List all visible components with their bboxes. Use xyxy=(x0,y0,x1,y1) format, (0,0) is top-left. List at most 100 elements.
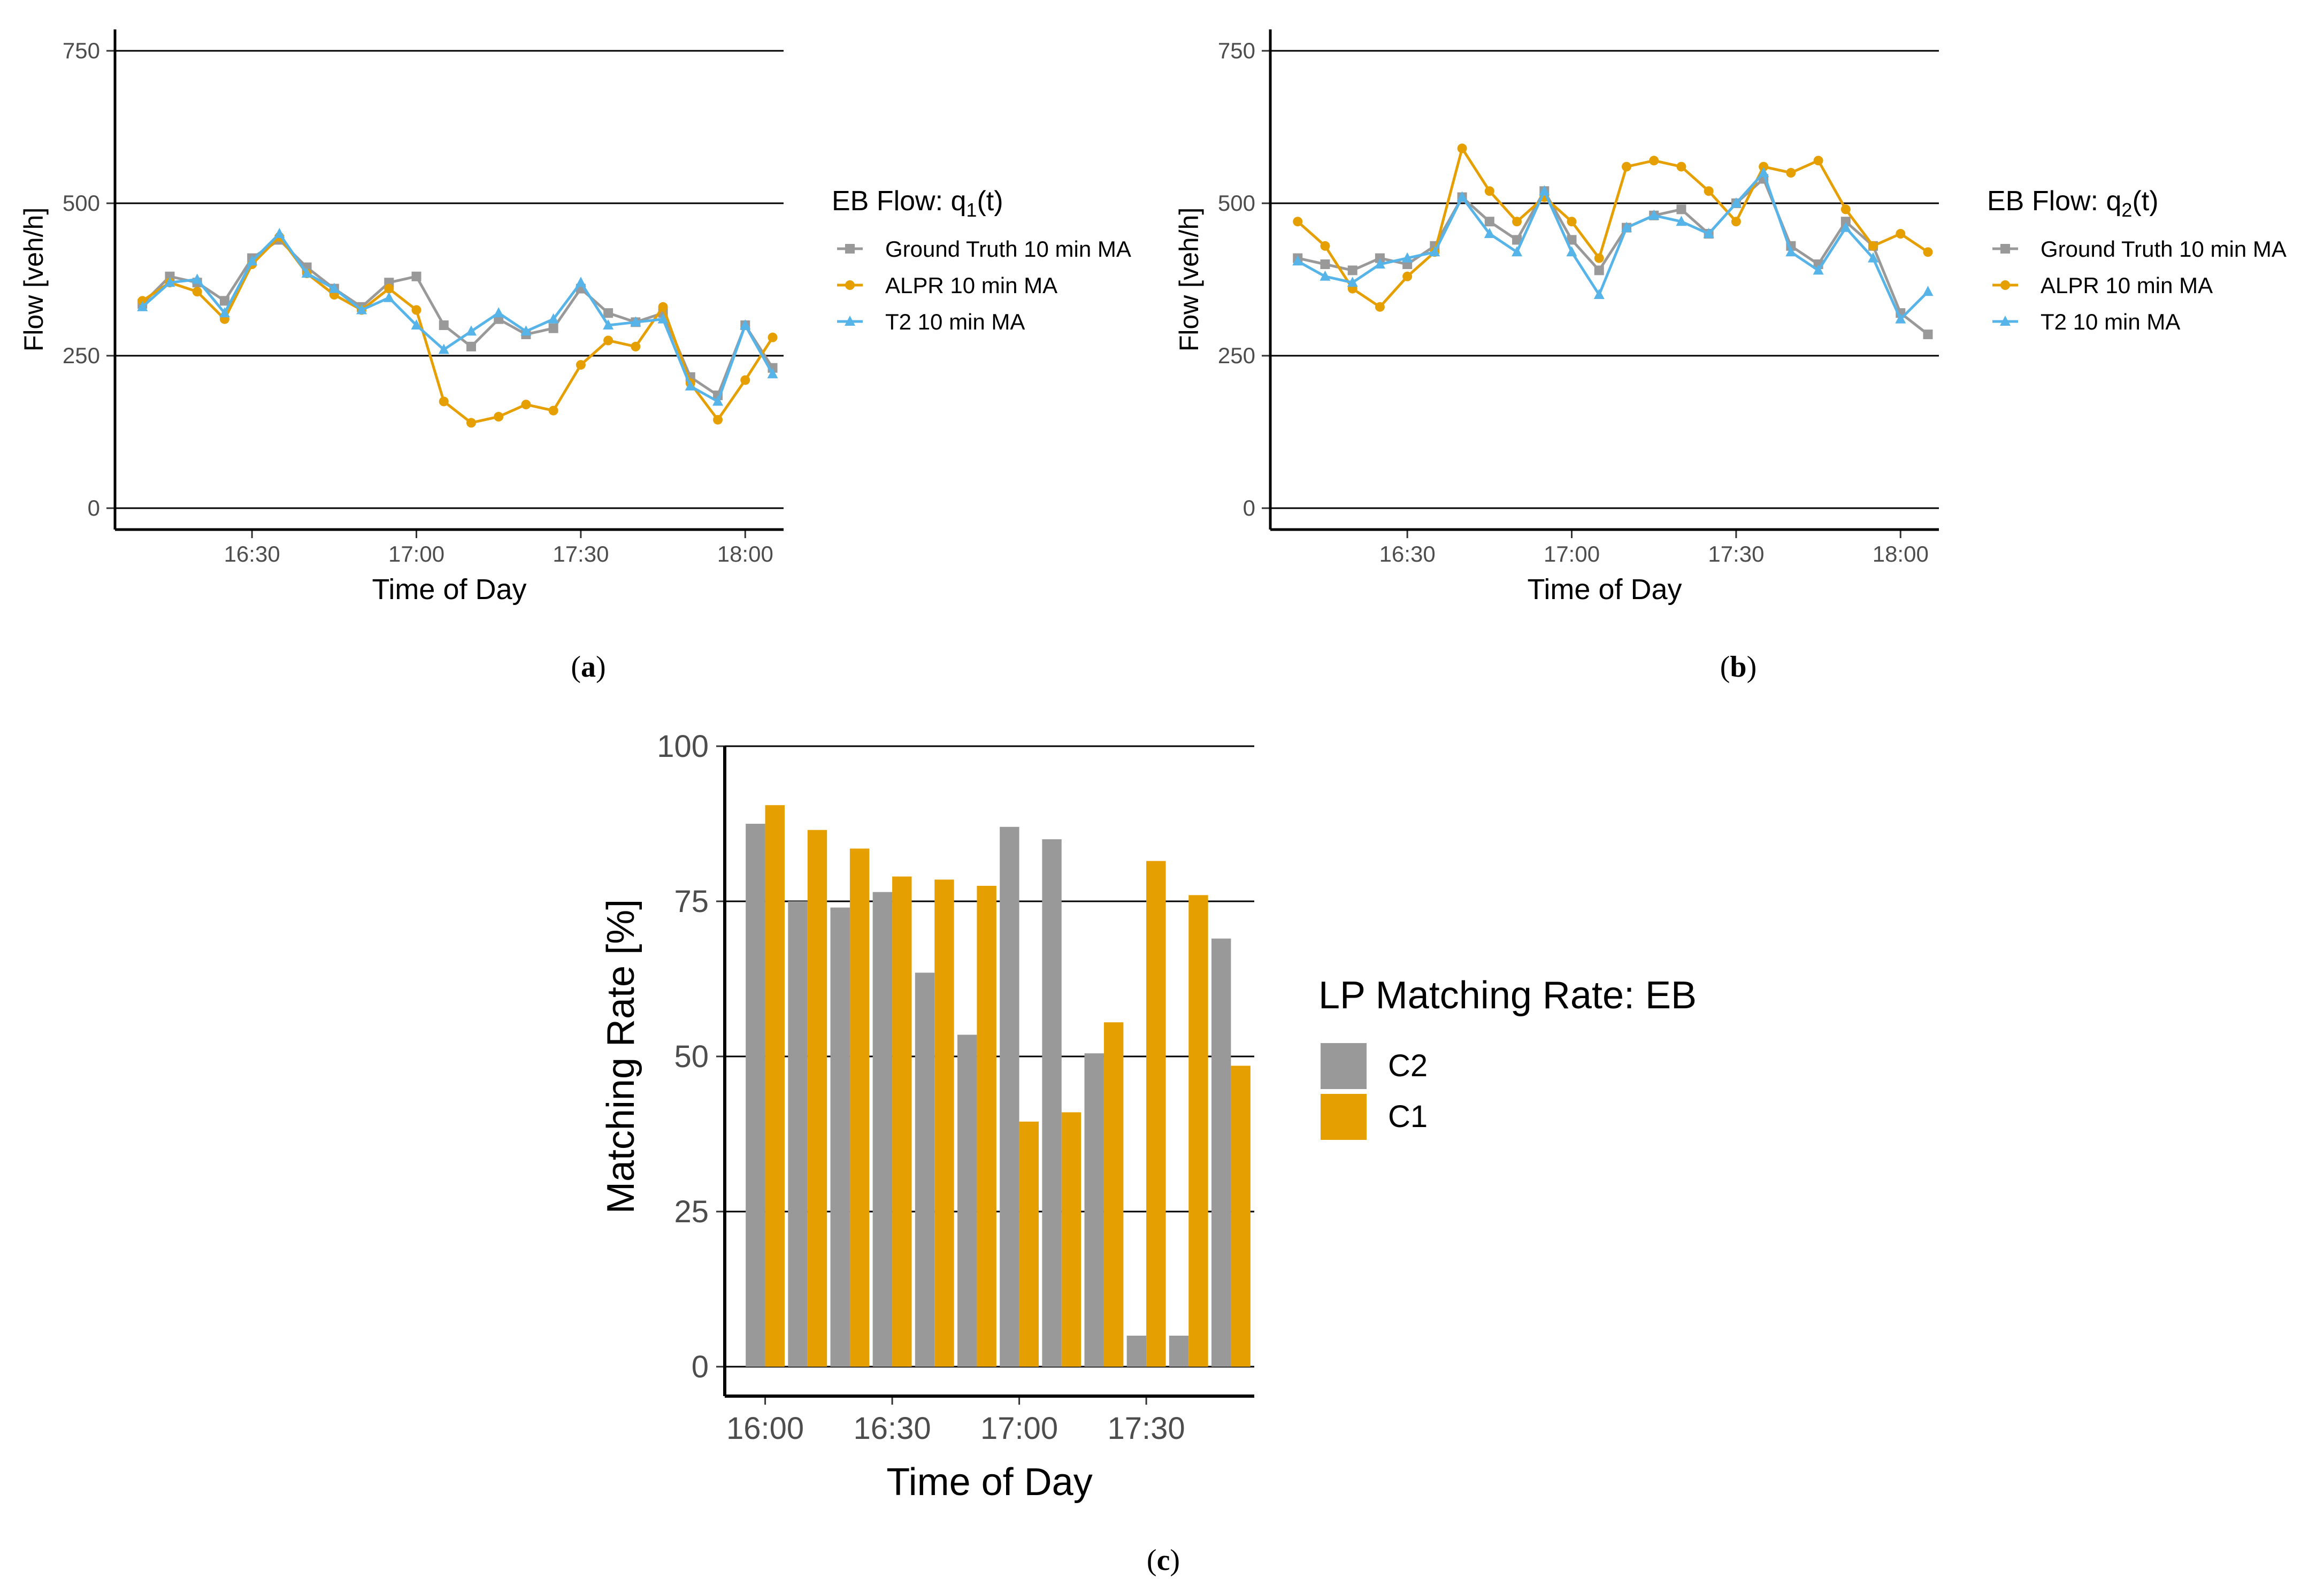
series-alpr-10-min-ma xyxy=(1293,143,1933,312)
y-tick-label: 0 xyxy=(1243,495,1255,520)
bar xyxy=(1103,1022,1124,1367)
square-marker xyxy=(1347,265,1357,275)
series-alpr-10-min-ma xyxy=(137,232,778,428)
triangle-marker xyxy=(1292,255,1303,266)
square-marker xyxy=(845,244,855,254)
legend: EB Flow: q1(t) Ground Truth 10 min MA ALPR… xyxy=(832,186,1131,334)
bar xyxy=(957,1035,977,1367)
legend-entry: C2 xyxy=(1321,1043,1428,1089)
square-marker xyxy=(1567,235,1577,245)
legend-entry: T2 10 min MA xyxy=(1992,309,2180,334)
y-tick-label: 250 xyxy=(1218,343,1255,368)
bar xyxy=(977,886,996,1367)
circle-marker xyxy=(1731,217,1741,227)
circle-marker xyxy=(713,415,723,425)
x-tick-label: 16:30 xyxy=(224,541,280,566)
legend-entry: ALPR 10 min MA xyxy=(1992,273,2213,298)
y-tick-label: 0 xyxy=(88,495,100,520)
circle-marker xyxy=(439,396,449,407)
triangle-marker xyxy=(301,267,312,278)
legend-entry: Ground Truth 10 min MA xyxy=(837,236,1131,262)
square-marker xyxy=(1484,217,1494,227)
triangle-marker xyxy=(1484,228,1495,238)
circle-marker xyxy=(548,405,558,416)
circle-marker xyxy=(192,287,202,297)
legend-key xyxy=(1321,1094,1367,1140)
y-tick-label: 75 xyxy=(674,884,709,919)
circle-marker xyxy=(1567,217,1577,227)
bar xyxy=(1061,1112,1082,1367)
bar xyxy=(1042,839,1062,1367)
circle-marker xyxy=(1293,217,1303,227)
triangle-marker xyxy=(1512,246,1523,257)
legend-entry: Ground Truth 10 min MA xyxy=(1992,236,2287,262)
x-tick-label: 18:00 xyxy=(1873,541,1929,566)
triangle-marker xyxy=(1840,221,1851,232)
y-tick-label: 750 xyxy=(1218,38,1255,63)
x-tick-label: 17:30 xyxy=(1708,541,1764,566)
circle-marker xyxy=(1484,186,1494,196)
circle-marker xyxy=(2000,280,2010,290)
x-tick-label: 17:00 xyxy=(388,541,444,566)
y-tick-label: 750 xyxy=(63,38,100,63)
legend-label: C1 xyxy=(1388,1099,1428,1134)
legend-label: ALPR 10 min MA xyxy=(885,273,1057,298)
bar xyxy=(1084,1053,1104,1367)
x-axis-label: Time of Day xyxy=(886,1461,1092,1504)
square-marker xyxy=(603,308,613,318)
circle-marker xyxy=(384,284,394,294)
circle-marker xyxy=(576,360,586,370)
x-axis-label: Time of Day xyxy=(372,573,526,606)
circle-marker xyxy=(521,400,531,410)
triangle-marker xyxy=(1347,277,1358,287)
series-line xyxy=(141,235,774,424)
triangle-marker xyxy=(438,343,449,354)
bar xyxy=(830,907,850,1367)
square-marker xyxy=(548,323,558,333)
triangle-marker xyxy=(191,273,203,284)
triangle-marker xyxy=(520,325,532,336)
legend-label: T2 10 min MA xyxy=(885,309,1025,334)
square-marker xyxy=(219,296,229,306)
triangle-marker xyxy=(1566,246,1577,257)
triangle-marker xyxy=(575,277,586,287)
triangle-marker xyxy=(328,282,340,293)
square-marker xyxy=(439,320,449,330)
y-axis-label: Matching Rate [%] xyxy=(600,899,642,1214)
legend-title: EB Flow: q2(t) xyxy=(1987,186,2159,221)
y-tick-label: 250 xyxy=(63,343,100,368)
square-marker xyxy=(1320,259,1330,269)
legend: EB Flow: q2(t) Ground Truth 10 min MA ALPR… xyxy=(1987,186,2287,334)
bar xyxy=(849,848,870,1367)
circle-marker xyxy=(768,332,778,342)
panel-a: 0 250 500 750 16:30 17:00 17:30 18:00 Time of Da… xyxy=(19,29,1131,684)
series-line xyxy=(141,238,774,397)
bar xyxy=(892,876,912,1367)
bar xyxy=(1000,826,1019,1367)
circle-marker xyxy=(740,375,750,385)
bar xyxy=(1188,895,1208,1367)
triangle-marker xyxy=(1429,246,1440,257)
panel-caption: (c) xyxy=(1147,1544,1180,1577)
triangle-marker xyxy=(1648,209,1660,220)
triangle-marker xyxy=(1868,252,1879,263)
triangle-marker xyxy=(137,301,148,311)
y-tick-label: 100 xyxy=(657,729,709,764)
legend: LP Matching Rate: EB C2 C1 xyxy=(1318,974,1697,1140)
triangle-marker xyxy=(1402,252,1413,263)
series-line xyxy=(1297,147,1929,309)
y-axis-label: Flow [veh/h] xyxy=(19,208,49,352)
x-tick-label: 16:30 xyxy=(1379,541,1436,566)
y-axis-label: Flow [veh/h] xyxy=(1174,208,1204,352)
triangle-marker xyxy=(630,316,641,327)
panel-b: 0 250 500 750 16:30 17:00 17:30 18:00 Time of Da… xyxy=(1174,29,2287,684)
panel-c: 0 25 50 75 100 16:00 16:30 17:00 17:30 Time of Da… xyxy=(600,729,1697,1577)
bar xyxy=(765,805,785,1367)
square-marker xyxy=(1840,217,1851,227)
circle-marker xyxy=(1868,241,1878,251)
circle-marker xyxy=(1786,168,1796,178)
triangle-marker xyxy=(1758,167,1769,177)
x-tick-label: 17:00 xyxy=(980,1411,1058,1446)
panel-caption: (b) xyxy=(1720,650,1757,684)
legend-label: T2 10 min MA xyxy=(2041,309,2180,334)
